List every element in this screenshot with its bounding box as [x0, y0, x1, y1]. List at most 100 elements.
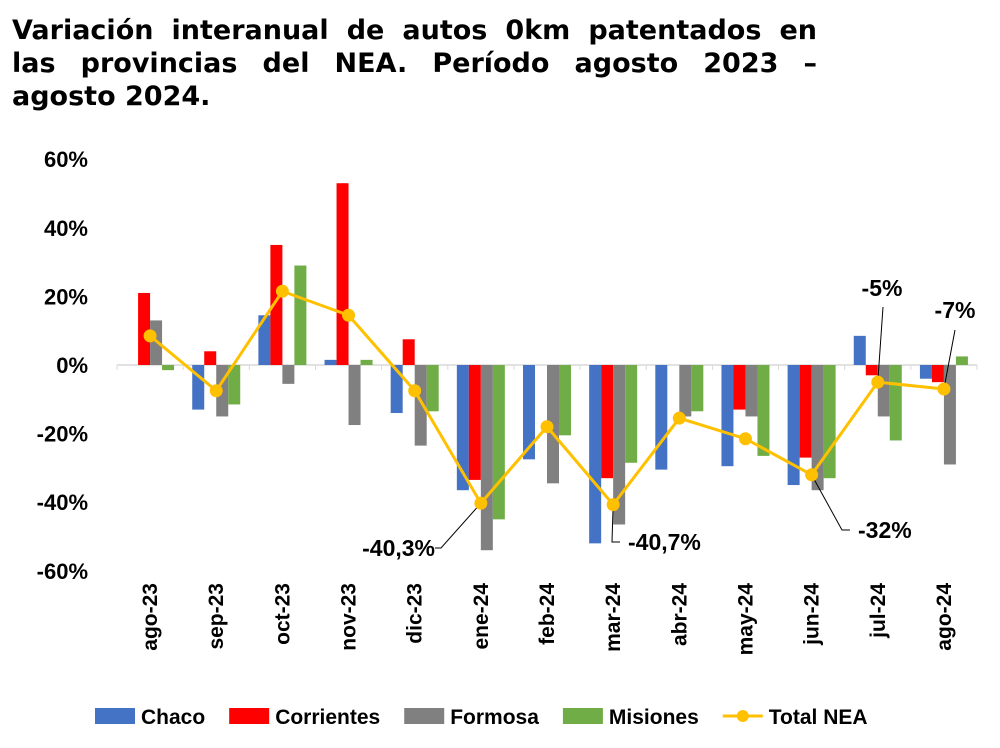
annotation-label: -40,7% — [628, 529, 701, 555]
point-total-nea — [408, 384, 422, 398]
point-total-nea — [871, 375, 885, 389]
annotation-label: -7% — [935, 297, 976, 323]
bar-formosa — [480, 365, 493, 551]
x-tick-label: ene-24 — [470, 583, 493, 650]
bar-chaco — [787, 365, 800, 486]
legend-label: Formosa — [450, 706, 539, 729]
point-total-nea — [342, 308, 356, 322]
point-total-nea — [606, 498, 620, 512]
x-tick-label: ago-23 — [139, 583, 162, 651]
point-total-nea — [275, 284, 289, 298]
bar-corrientes — [601, 365, 614, 479]
annotation-leader-line — [877, 306, 884, 383]
bar-corrientes — [402, 339, 415, 365]
y-tick-label: -60% — [37, 559, 88, 584]
bar-chaco — [324, 359, 337, 365]
point-total-nea — [143, 329, 157, 343]
bar-chaco — [721, 365, 734, 467]
x-tick-label: abr-24 — [668, 583, 691, 646]
point-total-nea — [738, 432, 752, 446]
bar-formosa — [877, 365, 890, 417]
y-tick-label: 0% — [56, 353, 88, 378]
bar-chaco — [853, 335, 866, 365]
y-tick-label: 20% — [44, 284, 88, 309]
bar-corrientes — [733, 365, 746, 410]
bar-misiones — [294, 265, 307, 365]
x-tick-label: may-24 — [734, 583, 757, 656]
bar-misiones — [360, 359, 373, 365]
x-tick-label: feb-24 — [536, 583, 559, 645]
legend-label: Corrientes — [275, 706, 380, 729]
point-total-nea — [474, 496, 488, 510]
bar-corrientes — [336, 183, 349, 365]
bar-chaco — [192, 365, 205, 410]
point-total-nea — [540, 420, 554, 434]
annotation-label: -32% — [858, 517, 912, 543]
bar-misiones — [228, 365, 241, 405]
legend-label: Misiones — [609, 706, 699, 729]
bar-misiones — [162, 365, 175, 371]
legend-marker-total-nea — [736, 710, 749, 722]
bar-corrientes — [468, 365, 481, 480]
y-tick-label: -20% — [37, 422, 88, 447]
annotation-label: -40,3% — [362, 535, 435, 561]
bar-formosa — [745, 365, 758, 417]
bar-misiones — [889, 365, 902, 441]
bar-chaco — [390, 365, 403, 414]
x-tick-label: jul-24 — [867, 583, 890, 639]
legend-label: Chaco — [141, 706, 205, 729]
point-total-nea — [209, 384, 223, 398]
bar-corrientes — [204, 351, 217, 365]
bar-chaco — [258, 315, 271, 365]
bar-corrientes — [270, 244, 283, 365]
bar-chaco — [589, 365, 602, 544]
bar-misiones — [625, 365, 638, 463]
bar-chaco — [655, 365, 668, 470]
bar-misiones — [426, 365, 439, 412]
legend-swatch-formosa — [404, 708, 445, 724]
bar-formosa — [348, 365, 361, 426]
y-tick-label: 60% — [44, 147, 88, 172]
point-total-nea — [672, 411, 686, 425]
bar-formosa — [613, 365, 626, 525]
legend-swatch-misiones — [562, 708, 603, 724]
bar-misiones — [492, 365, 505, 520]
x-tick-label: sep-23 — [205, 583, 228, 650]
bar-corrientes — [865, 365, 878, 376]
annotation-leader-line — [611, 504, 620, 543]
annotation-label: -5% — [862, 275, 903, 301]
y-tick-label: 40% — [44, 216, 88, 241]
bar-misiones — [955, 356, 968, 365]
bar-chaco — [456, 365, 469, 491]
legend-swatch-corrientes — [229, 708, 270, 724]
bar-misiones — [757, 365, 770, 456]
x-tick-label: dic-23 — [404, 583, 427, 644]
bar-misiones — [691, 365, 704, 412]
bar-corrientes — [799, 365, 812, 458]
x-tick-label: mar-24 — [602, 583, 625, 652]
annotation-leader-line — [435, 502, 482, 549]
point-total-nea — [937, 382, 951, 396]
x-tick-label: jun-24 — [801, 583, 824, 646]
x-tick-label: oct-23 — [271, 583, 294, 645]
chart-title: Variación interanual de autos 0km patent… — [12, 15, 817, 112]
x-tick-label: ago-24 — [933, 583, 956, 651]
point-total-nea — [805, 468, 819, 482]
bar-misiones — [559, 365, 571, 436]
bar-corrientes — [138, 292, 151, 365]
annotation-leader-line — [811, 474, 850, 531]
annotation-leader-line — [943, 329, 956, 390]
y-tick-label: -40% — [37, 490, 88, 515]
bar-chaco — [919, 365, 932, 379]
bar-chaco — [523, 365, 535, 460]
legend-label: Total NEA — [769, 706, 868, 729]
bar-formosa — [547, 365, 559, 484]
bar-formosa — [282, 365, 295, 384]
bar-misiones — [823, 365, 836, 479]
bar-formosa — [679, 365, 692, 417]
bar-formosa — [811, 365, 824, 491]
legend-swatch-chaco — [95, 708, 135, 724]
x-tick-label: nov-23 — [338, 583, 361, 651]
bar-corrientes — [931, 365, 944, 383]
